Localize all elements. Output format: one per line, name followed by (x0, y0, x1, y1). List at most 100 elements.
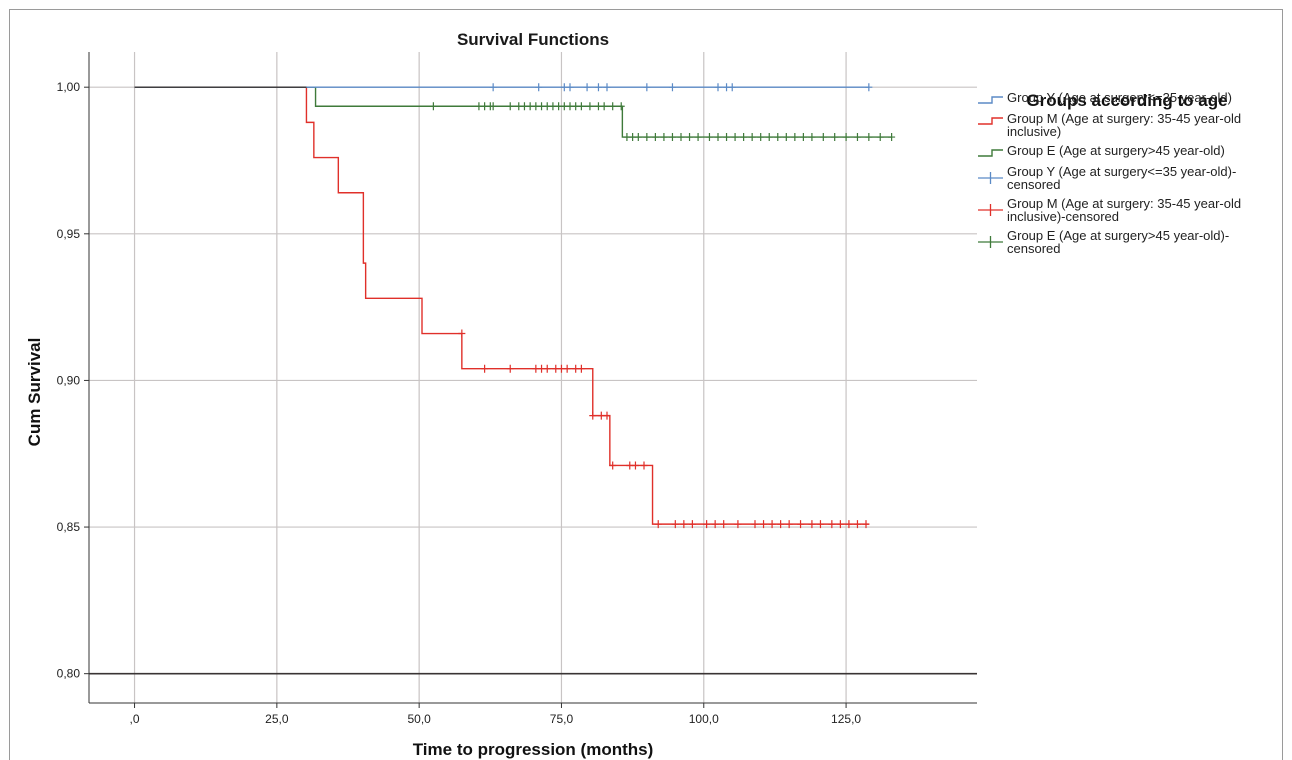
y-axis-label: Cum Survival (25, 338, 44, 447)
censor-mark (506, 364, 514, 373)
legend-item: Group E (Age at surgery>45 year-old)-cen… (978, 228, 1229, 256)
censor-mark (603, 83, 611, 92)
censor-mark (668, 83, 676, 92)
x-tick-label: 75,0 (550, 712, 574, 726)
censor-mark (563, 364, 571, 373)
censor-mark (634, 133, 642, 142)
legend-plus-swatch (978, 204, 1003, 216)
censor-mark (791, 133, 799, 142)
censor-mark (506, 102, 514, 111)
legend-label: Group E (Age at surgery>45 year-old)- (1007, 228, 1229, 243)
y-tick-label: 0,90 (57, 373, 81, 387)
censor-mark (751, 520, 759, 529)
legend-step-swatch (978, 96, 1003, 104)
x-tick-label: ,0 (130, 712, 140, 726)
censor-mark (760, 520, 768, 529)
censor-mark (643, 83, 651, 92)
y-tick-label: 0,85 (57, 520, 81, 534)
grid (89, 52, 977, 703)
legend-plus-swatch (978, 236, 1003, 248)
censor-mark (714, 83, 722, 92)
censor-mark (785, 520, 793, 529)
legend-label: inclusive)-censored (1007, 209, 1119, 224)
censor-mark (748, 133, 756, 142)
censor-mark (617, 102, 625, 111)
legend-item: Group M (Age at surgery: 35-45 year-oldi… (978, 196, 1241, 224)
legend-step-swatch (978, 117, 1003, 125)
series-group (134, 86, 870, 529)
censor-mark (677, 133, 685, 142)
legend-step-swatch (978, 149, 1003, 157)
censor-mark (594, 83, 602, 92)
censor-mark (757, 133, 765, 142)
censor-mark (819, 133, 827, 142)
censor-mark (723, 133, 731, 142)
y-tick-label: 0,95 (57, 227, 81, 241)
censor-mark (543, 364, 551, 373)
censor-mark (671, 520, 679, 529)
censor-mark (816, 520, 824, 529)
censor-mark (668, 133, 676, 142)
legend-label: censored (1007, 241, 1060, 256)
legend-title: Groups according to age (1026, 91, 1227, 110)
censor-mark (705, 133, 713, 142)
survival-step-line (134, 86, 892, 138)
x-tick-label: 125,0 (831, 712, 861, 726)
censor-mark (799, 133, 807, 142)
x-axis-label: Time to progression (months) (413, 740, 654, 759)
censor-mark (853, 133, 861, 142)
censor-mark (888, 133, 896, 142)
censor-mark (865, 133, 873, 142)
censor-mark (566, 83, 574, 92)
censor-mark (589, 411, 597, 420)
censor-mark (631, 461, 639, 470)
survival-step-line (134, 86, 869, 525)
censor-mark (577, 102, 585, 111)
censor-mark (782, 133, 790, 142)
series-group (134, 86, 896, 142)
legend-item: Group Y (Age at surgery<=35 year-old)-ce… (978, 164, 1236, 192)
chart-frame (9, 9, 1283, 760)
censor-mark (600, 102, 608, 111)
censor-mark (828, 520, 836, 529)
censor-mark (651, 133, 659, 142)
y-tick-label: 0,80 (57, 667, 81, 681)
censor-mark (808, 133, 816, 142)
censor-mark (808, 520, 816, 529)
censor-mark (603, 411, 611, 420)
censor-mark (876, 133, 884, 142)
censor-mark (535, 83, 543, 92)
censor-mark (688, 520, 696, 529)
legend-item: Group E (Age at surgery>45 year-old) (978, 143, 1225, 158)
censor-mark (731, 133, 739, 142)
censor-mark (694, 133, 702, 142)
legend-label: Group M (Age at surgery: 35-45 year-old (1007, 196, 1241, 211)
legend-label: censored (1007, 177, 1060, 192)
x-tick-label: 50,0 (407, 712, 431, 726)
legend-label: Group E (Age at surgery>45 year-old) (1007, 143, 1225, 158)
censor-mark (862, 520, 870, 529)
censor-mark (845, 520, 853, 529)
legend-label: inclusive) (1007, 124, 1061, 139)
censor-mark (703, 520, 711, 529)
censor-mark (711, 520, 719, 529)
censor-mark (774, 133, 782, 142)
x-tick-label: 100,0 (689, 712, 719, 726)
legend-item: Group M (Age at surgery: 35-45 year-oldi… (978, 111, 1241, 139)
legend-plus-swatch (978, 172, 1003, 184)
censor-mark (797, 520, 805, 529)
censor-mark (429, 102, 437, 111)
censor-mark (853, 520, 861, 529)
censor-mark (720, 520, 728, 529)
censor-mark (765, 133, 773, 142)
axes (84, 52, 977, 708)
censor-mark (609, 461, 617, 470)
tick-labels: ,0 25,0 50,0 75,0 100,0 125,0 0,80 0,85 0,90 0,95… (57, 80, 862, 726)
censor-mark (728, 83, 736, 92)
censor-mark (777, 520, 785, 529)
chart-title: Survival Functions (457, 30, 609, 49)
censor-mark (489, 102, 497, 111)
censor-mark (654, 520, 662, 529)
x-tick-label: 25,0 (265, 712, 289, 726)
